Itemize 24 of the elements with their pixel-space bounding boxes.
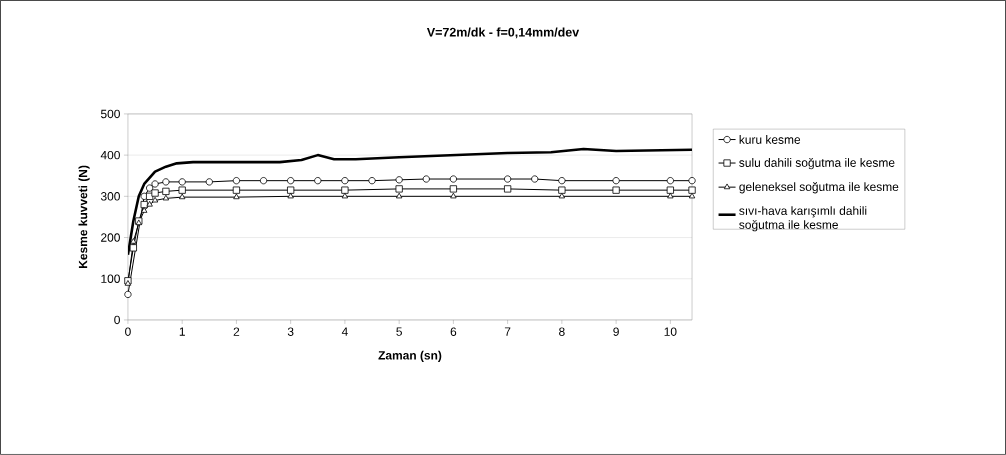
x-tick-label: 4 — [341, 327, 348, 336]
legend-label: sulu dahili soğutma ile kesme — [739, 158, 895, 170]
x-tick-label: 0 — [125, 327, 131, 336]
x-tick-label: 8 — [559, 327, 565, 336]
y-tick-label: 0 — [114, 315, 120, 325]
y-tick-label: 500 — [100, 109, 120, 119]
legend-label: sıvı-hava karışımlı dahili soğutma ile kesme — [739, 206, 867, 232]
x-tick-label: 3 — [287, 327, 294, 336]
y-axis-title: Kesme kuvveti (N) — [78, 165, 90, 269]
x-tick-label: 5 — [396, 327, 402, 336]
chart-title: V=72m/dk - f=0,14mm/dev — [426, 27, 580, 39]
legend-label: geleneksel soğutma ile kesme — [739, 182, 899, 194]
y-tick-label: 400 — [100, 150, 120, 160]
y-tick-label: 200 — [101, 233, 120, 242]
x-tick-label: 9 — [613, 327, 619, 336]
x-tick-label: 6 — [450, 327, 457, 336]
x-tick-label: 7 — [504, 327, 511, 336]
x-tick-label: 1 — [179, 327, 185, 336]
x-axis-title: Zaman (sn) — [378, 350, 442, 362]
x-tick-label: 2 — [233, 327, 240, 336]
y-tick-label: 300 — [100, 192, 120, 201]
x-tick-label: 10 — [664, 327, 677, 336]
legend-label: kuru kesme — [739, 135, 801, 144]
y-tick-label: 100 — [101, 274, 120, 284]
